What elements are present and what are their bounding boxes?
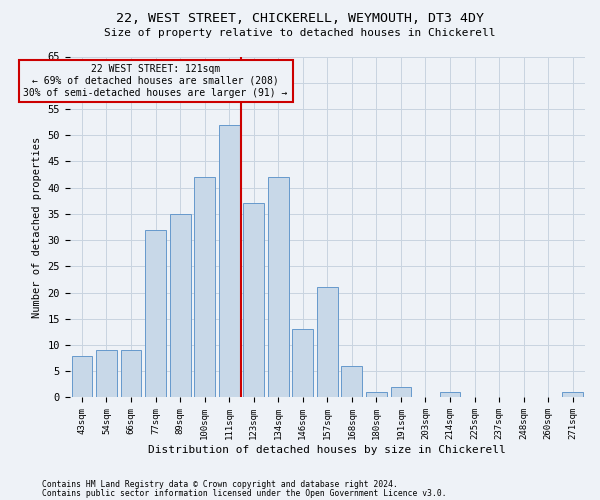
- Text: Contains public sector information licensed under the Open Government Licence v3: Contains public sector information licen…: [42, 488, 446, 498]
- Text: Size of property relative to detached houses in Chickerell: Size of property relative to detached ho…: [104, 28, 496, 38]
- Bar: [268, 177, 289, 398]
- Bar: [562, 392, 583, 398]
- Bar: [366, 392, 387, 398]
- X-axis label: Distribution of detached houses by size in Chickerell: Distribution of detached houses by size …: [148, 445, 506, 455]
- Text: 22 WEST STREET: 121sqm
← 69% of detached houses are smaller (208)
30% of semi-de: 22 WEST STREET: 121sqm ← 69% of detached…: [23, 64, 288, 98]
- Text: Contains HM Land Registry data © Crown copyright and database right 2024.: Contains HM Land Registry data © Crown c…: [42, 480, 398, 489]
- Bar: [317, 288, 338, 398]
- Bar: [71, 356, 92, 398]
- Text: 22, WEST STREET, CHICKERELL, WEYMOUTH, DT3 4DY: 22, WEST STREET, CHICKERELL, WEYMOUTH, D…: [116, 12, 484, 26]
- Bar: [219, 124, 239, 398]
- Bar: [243, 204, 264, 398]
- Y-axis label: Number of detached properties: Number of detached properties: [32, 136, 42, 318]
- Bar: [170, 214, 191, 398]
- Bar: [194, 177, 215, 398]
- Bar: [145, 230, 166, 398]
- Bar: [96, 350, 117, 398]
- Bar: [391, 387, 412, 398]
- Bar: [292, 330, 313, 398]
- Bar: [440, 392, 460, 398]
- Bar: [121, 350, 142, 398]
- Bar: [341, 366, 362, 398]
